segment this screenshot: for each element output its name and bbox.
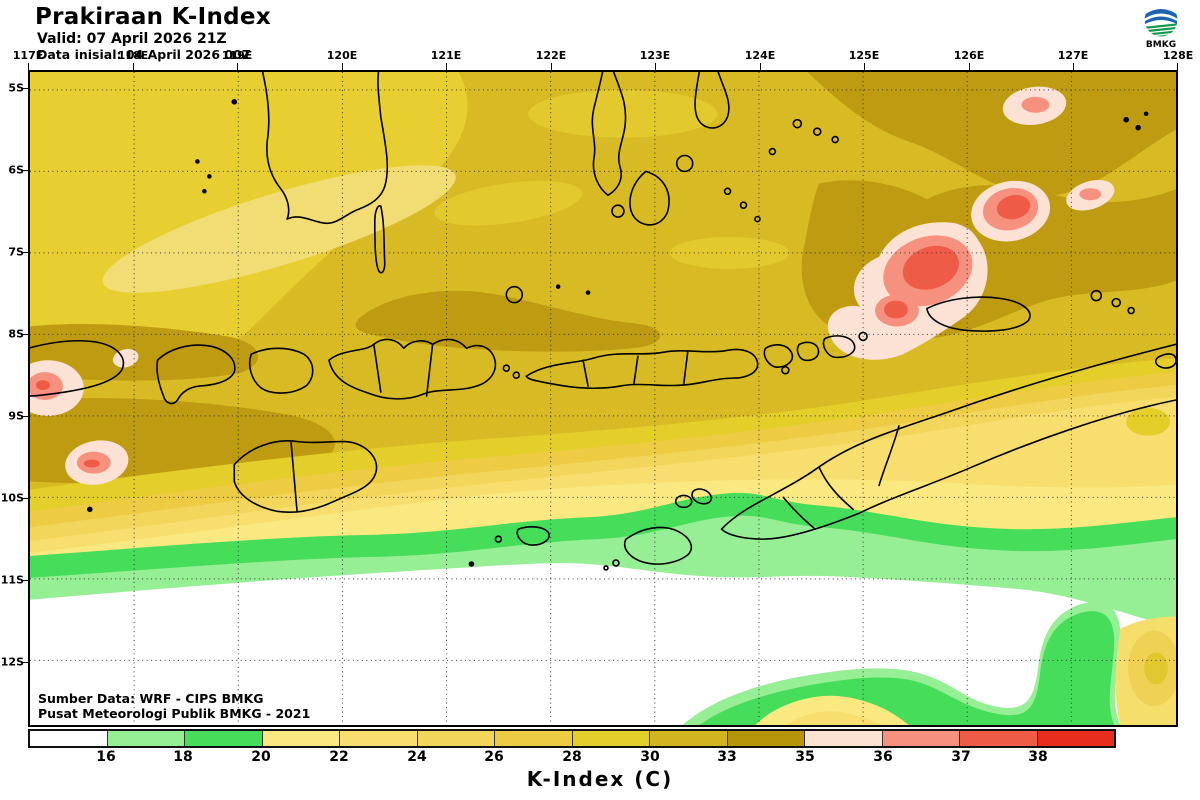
lon-label: 128E bbox=[1162, 49, 1194, 62]
lon-label: 124E bbox=[744, 49, 776, 62]
axis-tick bbox=[21, 662, 28, 663]
axis-tick bbox=[342, 63, 343, 70]
colorbar-segment bbox=[960, 731, 1038, 746]
axis-tick bbox=[21, 88, 28, 89]
colorbar-segment bbox=[650, 731, 728, 746]
lon-label: 123E bbox=[639, 49, 671, 62]
lon-label: 118E bbox=[117, 49, 149, 62]
axis-tick bbox=[21, 170, 28, 171]
axis-tick bbox=[1177, 63, 1178, 70]
colorbar-tick-label: 16 bbox=[96, 749, 116, 765]
initial-time-line: Data inisial: 04 April 2026 00Z bbox=[37, 47, 251, 62]
axis-tick bbox=[21, 580, 28, 581]
graticule bbox=[30, 72, 1176, 725]
lon-label: 125E bbox=[848, 49, 880, 62]
lat-label: 11S bbox=[0, 573, 24, 587]
colorbar-tick-label: 37 bbox=[951, 749, 971, 765]
bmkg-logo-label: BMKG bbox=[1145, 40, 1177, 50]
colorbar-tick-label: 24 bbox=[407, 749, 427, 765]
bmkg-logo: BMKG bbox=[1142, 2, 1180, 50]
axis-tick bbox=[446, 63, 447, 70]
coastlines bbox=[30, 72, 1176, 571]
axis-tick bbox=[21, 334, 28, 335]
contour-field bbox=[30, 72, 1176, 725]
lat-label: 5S bbox=[8, 81, 24, 95]
colorbar-tick-label: 38 bbox=[1028, 749, 1048, 765]
lon-label: 126E bbox=[953, 49, 985, 62]
kindex-contour-field bbox=[30, 72, 1176, 725]
axis-tick bbox=[237, 63, 238, 70]
lat-label: 10S bbox=[0, 491, 24, 505]
colorbar-tick-label: 28 bbox=[562, 749, 582, 765]
axis-tick bbox=[760, 63, 761, 70]
colorbar-segment bbox=[882, 731, 960, 746]
bmkg-logo-icon bbox=[1144, 3, 1178, 37]
axis-tick bbox=[1073, 63, 1074, 70]
colorbar-segment bbox=[185, 731, 263, 746]
lat-label: 7S bbox=[8, 245, 24, 259]
lon-label: 127E bbox=[1057, 49, 1089, 62]
colorbar-tick-label: 22 bbox=[329, 749, 349, 765]
colorbar bbox=[28, 729, 1116, 748]
colorbar-title: K-Index (C) bbox=[526, 767, 674, 791]
colorbar-tick-label: 26 bbox=[484, 749, 504, 765]
data-source-caption: Sumber Data: WRF - CIPS BMKG Pusat Meteo… bbox=[38, 691, 310, 721]
page-title: Prakiraan K-Index bbox=[35, 4, 271, 30]
colorbar-segment bbox=[1037, 731, 1114, 746]
colorbar-segment bbox=[107, 731, 185, 746]
source-line-1: Sumber Data: WRF - CIPS BMKG bbox=[38, 691, 264, 706]
axis-tick bbox=[969, 63, 970, 70]
colorbar-segment bbox=[30, 731, 108, 746]
colorbar-segment bbox=[727, 731, 805, 746]
colorbar-segment bbox=[417, 731, 495, 746]
axis-tick bbox=[551, 63, 552, 70]
axis-tick bbox=[864, 63, 865, 70]
colorbar-segment bbox=[805, 731, 883, 746]
axis-tick bbox=[655, 63, 656, 70]
source-line-2: Pusat Meteorologi Publik BMKG - 2021 bbox=[38, 706, 311, 721]
lon-label: 120E bbox=[326, 49, 358, 62]
kindex-map bbox=[28, 70, 1178, 727]
lon-label: 117E bbox=[12, 49, 44, 62]
lon-label: 122E bbox=[535, 49, 567, 62]
lat-label: 9S bbox=[8, 409, 24, 423]
axis-tick bbox=[21, 252, 28, 253]
axis-tick bbox=[28, 63, 29, 70]
colorbar-tick-label: 33 bbox=[717, 749, 737, 765]
colorbar-tick-label: 20 bbox=[251, 749, 271, 765]
lat-label: 8S bbox=[8, 327, 24, 341]
lat-label: 6S bbox=[8, 163, 24, 177]
colorbar-segment bbox=[495, 731, 573, 746]
lon-label: 121E bbox=[430, 49, 462, 62]
lat-label: 12S bbox=[0, 655, 24, 669]
colorbar-segment bbox=[340, 731, 418, 746]
axis-tick bbox=[21, 416, 28, 417]
colorbar-tick-label: 36 bbox=[873, 749, 893, 765]
axis-tick bbox=[133, 63, 134, 70]
valid-time-line: Valid: 07 April 2026 21Z bbox=[37, 31, 227, 47]
lon-label: 119E bbox=[221, 49, 253, 62]
colorbar-tick-label: 35 bbox=[795, 749, 815, 765]
colorbar-tick-label: 30 bbox=[640, 749, 660, 765]
colorbar-tick-label: 18 bbox=[173, 749, 193, 765]
colorbar-segment bbox=[572, 731, 650, 746]
colorbar-segment bbox=[262, 731, 340, 746]
axis-tick bbox=[21, 498, 28, 499]
